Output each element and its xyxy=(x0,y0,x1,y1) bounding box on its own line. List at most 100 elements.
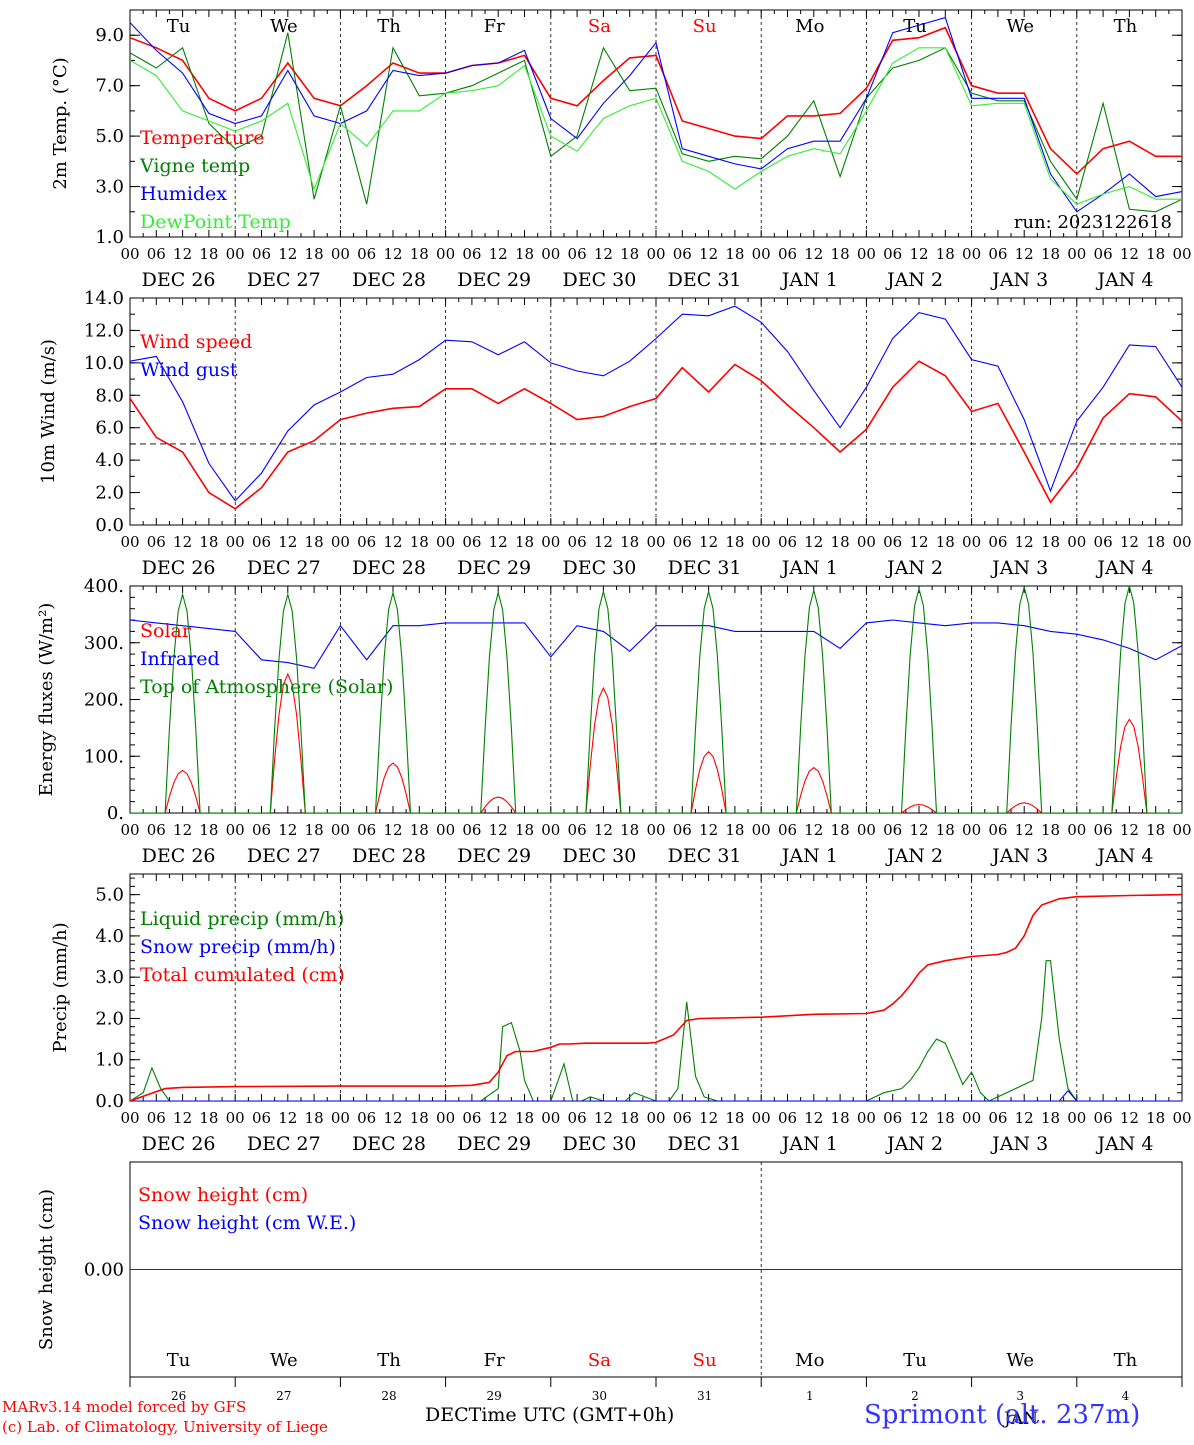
y-axis-label: 2m Temp. (°C) xyxy=(50,57,71,189)
hour-tick-label: 00 xyxy=(331,245,350,263)
hour-tick-label: 00 xyxy=(541,1109,560,1127)
hour-tick-label: 12 xyxy=(173,1109,192,1127)
y-tick-label: 0.0 xyxy=(95,515,124,536)
hour-tick-label: 00 xyxy=(120,1109,139,1127)
weekday-label: Tu xyxy=(903,1350,927,1371)
hour-tick-label: 12 xyxy=(699,533,718,551)
date-label: JAN 4 xyxy=(1095,557,1153,579)
y-tick-label: 5.0 xyxy=(95,885,124,906)
hour-tick-label: 18 xyxy=(725,1109,744,1127)
hour-tick-label: 00 xyxy=(541,821,560,839)
weekday-label: Mo xyxy=(795,1350,824,1371)
date-label: JAN 2 xyxy=(885,1133,943,1155)
hour-tick-label: 00 xyxy=(646,1109,665,1127)
hour-tick-label: 12 xyxy=(699,821,718,839)
hour-tick-label: 18 xyxy=(620,533,639,551)
hour-tick-label: 00 xyxy=(646,821,665,839)
month-marker: JAN xyxy=(1002,1409,1038,1429)
hour-tick-label: 18 xyxy=(936,245,955,263)
date-label: JAN 3 xyxy=(990,1133,1048,1155)
legend-entry: Liquid precip (mm/h) xyxy=(140,908,344,930)
hour-tick-label: 12 xyxy=(173,821,192,839)
y-tick-label: 2.0 xyxy=(95,483,124,504)
weekday-label: We xyxy=(1006,16,1034,37)
day-number-label: 1 xyxy=(806,1389,814,1403)
hour-tick-label: 00 xyxy=(331,821,350,839)
hour-tick-label: 06 xyxy=(462,533,481,551)
hour-tick-label: 00 xyxy=(646,245,665,263)
hour-tick-label: 00 xyxy=(1067,1109,1086,1127)
date-label: DEC 31 xyxy=(668,845,742,867)
legend-entry: Vigne temp xyxy=(139,155,250,177)
hour-tick-label: 06 xyxy=(462,821,481,839)
hour-tick-label: 06 xyxy=(673,533,692,551)
hour-tick-label: 18 xyxy=(1146,245,1165,263)
y-tick-label: 0.00 xyxy=(84,1260,124,1281)
hour-tick-label: 18 xyxy=(199,533,218,551)
hour-tick-label: 00 xyxy=(436,533,455,551)
hour-tick-label: 06 xyxy=(568,1109,587,1127)
y-tick-label: 10.0 xyxy=(84,353,124,374)
legend-entry: Infrared xyxy=(140,648,220,670)
hour-tick-label: 06 xyxy=(673,821,692,839)
hour-tick-label: 18 xyxy=(936,533,955,551)
weekday-label: We xyxy=(270,1350,298,1371)
weekday-label: Tu xyxy=(167,16,191,37)
day-number-label: 28 xyxy=(381,1389,396,1403)
legend-entry: Solar xyxy=(140,620,192,642)
day-number-label: 4 xyxy=(1122,1389,1130,1403)
model-credit: MARv3.14 model forced by GFS xyxy=(2,1398,247,1416)
hour-tick-label: 18 xyxy=(1041,821,1060,839)
hour-tick-label: 06 xyxy=(1094,1109,1113,1127)
hour-tick-label: 06 xyxy=(147,533,166,551)
date-label: DEC 26 xyxy=(142,845,216,867)
hour-tick-label: 12 xyxy=(383,1109,402,1127)
hour-tick-label: 18 xyxy=(305,533,324,551)
hour-tick-label: 00 xyxy=(436,1109,455,1127)
hour-tick-label: 18 xyxy=(305,821,324,839)
date-label: JAN 1 xyxy=(780,557,838,579)
hour-tick-label: 12 xyxy=(1120,1109,1139,1127)
day-number-label: 30 xyxy=(592,1389,607,1403)
y-tick-label: 9.0 xyxy=(95,25,124,46)
weekday-label: Fr xyxy=(484,1350,505,1371)
hour-tick-label: 06 xyxy=(357,1109,376,1127)
hour-tick-label: 06 xyxy=(988,1109,1007,1127)
legend-entry: Top of Atmosphere (Solar) xyxy=(140,676,393,698)
day-number-label: 31 xyxy=(697,1389,712,1403)
date-label: JAN 4 xyxy=(1095,845,1153,867)
date-label: DEC 29 xyxy=(457,557,531,579)
hour-tick-label: 06 xyxy=(883,533,902,551)
hour-tick-label: 06 xyxy=(462,245,481,263)
hour-tick-label: 06 xyxy=(568,821,587,839)
hour-tick-label: 12 xyxy=(699,245,718,263)
weekday-label: Tu xyxy=(167,1350,191,1371)
hour-tick-label: 06 xyxy=(988,533,1007,551)
y-axis-label: Precip (mm/h) xyxy=(50,922,71,1052)
hour-tick-label: 12 xyxy=(278,533,297,551)
series-line xyxy=(130,586,1182,813)
weekday-label: We xyxy=(270,16,298,37)
weekday-label: Mo xyxy=(795,16,824,37)
date-label: JAN 2 xyxy=(885,269,943,291)
hour-tick-label: 18 xyxy=(1146,533,1165,551)
weekday-label: Su xyxy=(693,1350,717,1371)
y-tick-label: 1.0 xyxy=(95,227,124,248)
lab-credit: (c) Lab. of Climatology, University of L… xyxy=(2,1418,328,1436)
date-label: JAN 4 xyxy=(1095,1133,1153,1155)
hour-tick-label: 06 xyxy=(568,245,587,263)
series-line xyxy=(130,960,1182,1101)
hour-tick-label: 12 xyxy=(1120,533,1139,551)
hour-tick-label: 06 xyxy=(883,1109,902,1127)
hour-tick-label: 18 xyxy=(515,1109,534,1127)
hour-tick-label: 18 xyxy=(725,533,744,551)
hour-tick-label: 00 xyxy=(1067,533,1086,551)
date-label: DEC 28 xyxy=(352,1133,426,1155)
hour-tick-label: 00 xyxy=(857,245,876,263)
legend-entry: Wind gust xyxy=(140,359,238,381)
hour-tick-label: 18 xyxy=(620,1109,639,1127)
y-tick-label: 5.0 xyxy=(95,126,124,147)
hour-tick-label: 18 xyxy=(936,1109,955,1127)
hour-tick-label: 12 xyxy=(804,245,823,263)
